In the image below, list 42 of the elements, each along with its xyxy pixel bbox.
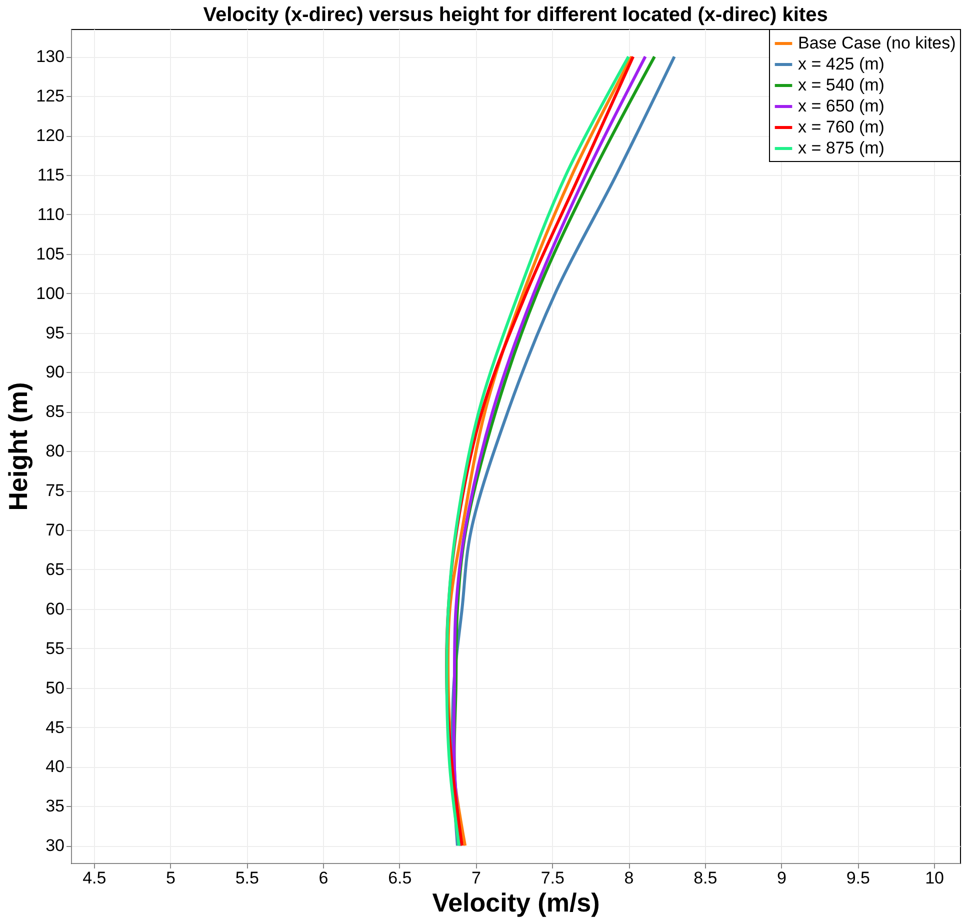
y-tick-label: 110 [37, 204, 64, 224]
y-tick-label: 100 [36, 284, 64, 303]
y-tick-label: 130 [36, 47, 64, 66]
legend-label: x = 760 (m) [798, 118, 884, 136]
y-tick-label: 50 [46, 678, 64, 698]
x-tick-label: 10 [925, 868, 944, 888]
y-axis-title: Height (m) [3, 382, 34, 511]
x-tick-label: 7 [472, 868, 482, 888]
y-tick-label: 30 [46, 836, 64, 856]
x-tick-label: 7.5 [540, 868, 564, 888]
y-tick-label: 95 [46, 323, 64, 342]
legend-label: x = 425 (m) [798, 54, 884, 74]
y-tick-label: 40 [46, 757, 64, 776]
legend-label: x = 875 (m) [798, 138, 884, 158]
y-tick-label: 115 [37, 165, 64, 184]
y-tick-label: 90 [46, 362, 64, 382]
y-tick-label: 105 [36, 244, 64, 264]
x-tick-label: 9 [777, 868, 787, 888]
y-tick-label: 70 [46, 520, 64, 540]
y-tick-label: 125 [36, 86, 64, 106]
x-tick-label: 8.5 [694, 868, 718, 888]
y-tick-label: 85 [46, 402, 64, 422]
y-tick-label: 75 [46, 481, 64, 500]
x-tick-label: 6 [318, 868, 328, 888]
legend-label: x = 650 (m) [798, 96, 884, 116]
y-tick-label: 55 [46, 638, 64, 658]
x-tick-label: 4.5 [82, 868, 106, 888]
x-tick-label: 5.5 [235, 868, 259, 888]
x-axis-title: Velocity (m/s) [432, 888, 600, 918]
y-tick-label: 120 [36, 126, 64, 146]
legend-label: x = 540 (m) [798, 76, 884, 94]
chart-title: Velocity (x-direc) versus height for different located (x-direc) kites [203, 4, 828, 26]
y-tick-label: 45 [46, 718, 64, 737]
y-tick-label: 60 [46, 599, 64, 618]
x-tick-label: 8 [624, 868, 634, 888]
x-tick-label: 5 [166, 868, 176, 888]
y-tick-label: 35 [46, 796, 64, 816]
x-tick-label: 9.5 [846, 868, 870, 888]
legend-label: Base Case (no kites) [798, 34, 956, 52]
x-tick-label: 6.5 [388, 868, 412, 888]
y-tick-label: 80 [46, 442, 64, 461]
y-tick-label: 65 [46, 560, 64, 579]
